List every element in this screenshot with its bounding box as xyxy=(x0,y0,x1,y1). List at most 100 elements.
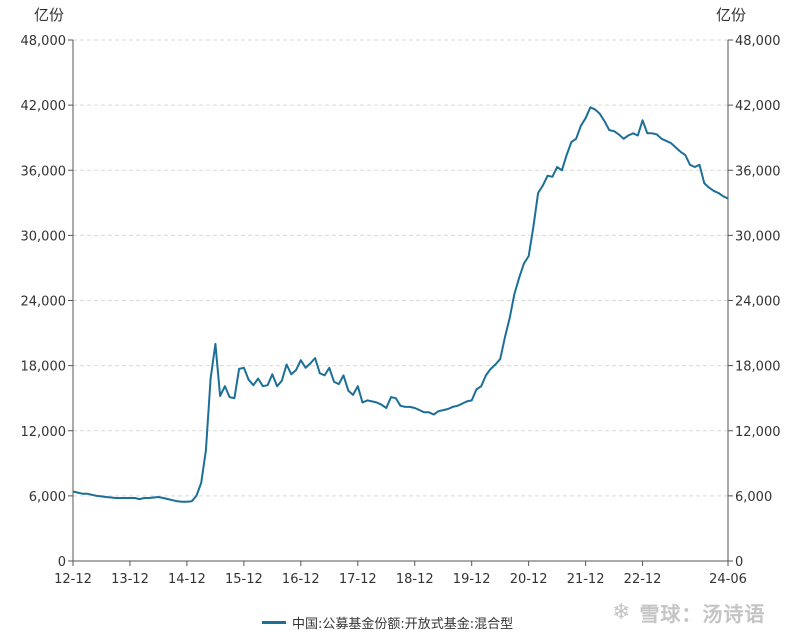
y-tick-label-right: 42,000 xyxy=(735,99,781,114)
data-point xyxy=(665,140,667,142)
data-point xyxy=(523,263,525,265)
data-point xyxy=(627,134,629,137)
data-point xyxy=(295,369,297,371)
data-point xyxy=(300,359,302,361)
data-point xyxy=(110,496,112,499)
data-point xyxy=(352,394,354,396)
data-point xyxy=(485,374,487,376)
data-point xyxy=(504,336,506,338)
data-point xyxy=(604,120,606,122)
data-point xyxy=(267,384,269,386)
data-point xyxy=(656,133,658,135)
data-point xyxy=(229,396,231,398)
data-point xyxy=(138,498,140,500)
data-point xyxy=(338,383,340,385)
data-point xyxy=(423,411,425,413)
data-point xyxy=(395,397,397,399)
data-point xyxy=(214,343,216,345)
data-point xyxy=(684,154,686,156)
data-point xyxy=(661,138,663,140)
data-point xyxy=(347,390,349,392)
y-axis-left-unit: 亿份 xyxy=(34,6,65,24)
data-point xyxy=(119,497,122,499)
y-tick-label-left: 36,000 xyxy=(21,164,67,179)
legend-swatch xyxy=(262,620,286,624)
data-point xyxy=(309,362,311,365)
data-point xyxy=(115,497,117,499)
data-point xyxy=(153,496,155,499)
data-point xyxy=(243,367,245,369)
data-point xyxy=(442,409,444,411)
data-point xyxy=(623,138,625,140)
series-line xyxy=(72,106,729,503)
data-point xyxy=(124,497,126,499)
x-tick-label: 22-12 xyxy=(624,572,662,587)
y-tick-label-left: 12,000 xyxy=(21,425,67,440)
data-point xyxy=(191,500,193,502)
data-point xyxy=(380,404,383,406)
x-tick-label: 19-12 xyxy=(453,572,491,587)
data-point xyxy=(134,497,136,499)
legend: 中国:公募基金份额:开放式基金:混合型 xyxy=(262,612,513,632)
data-point xyxy=(499,358,501,360)
data-point xyxy=(599,113,601,115)
data-point xyxy=(551,176,554,178)
data-point xyxy=(404,406,406,408)
y-tick-label-left: 18,000 xyxy=(21,360,67,375)
data-point xyxy=(72,490,74,493)
data-point xyxy=(447,408,449,410)
data-point xyxy=(376,401,378,404)
data-point xyxy=(233,397,235,399)
data-point xyxy=(570,141,573,143)
legend-label: 中国:公募基金份额:开放式基金:混合型 xyxy=(292,616,514,632)
data-point xyxy=(703,182,705,184)
data-point xyxy=(466,400,468,402)
y-axis-left-ticks: 0 6,000 12,000 18,000 24,000 30,000 36,000 42,0… xyxy=(21,34,73,570)
snowball-logo-icon: ❄ xyxy=(612,599,632,625)
data-point xyxy=(566,154,568,156)
data-point xyxy=(542,184,544,186)
data-point xyxy=(537,192,539,194)
data-point xyxy=(632,132,634,134)
x-tick-label: 15-12 xyxy=(225,572,263,587)
data-point xyxy=(328,367,330,369)
data-point xyxy=(257,378,259,380)
data-point xyxy=(717,192,720,194)
y-tick-label-left: 42,000 xyxy=(21,99,67,114)
data-point xyxy=(414,407,416,409)
data-point xyxy=(528,255,530,257)
data-point xyxy=(314,357,316,359)
data-point xyxy=(305,367,307,369)
data-point xyxy=(409,406,411,408)
data-point xyxy=(357,385,359,387)
data-point xyxy=(262,385,264,387)
data-point xyxy=(248,379,250,381)
data-point xyxy=(319,372,321,374)
data-point xyxy=(195,495,197,497)
y-tick-label-right: 6,000 xyxy=(735,490,772,505)
data-point xyxy=(286,363,288,366)
y-tick-label-right: 0 xyxy=(735,555,743,570)
data-point xyxy=(200,482,202,484)
data-point xyxy=(428,411,430,413)
data-point xyxy=(437,410,440,412)
data-point xyxy=(694,166,696,168)
data-point xyxy=(148,497,150,499)
data-point xyxy=(461,403,463,405)
data-point xyxy=(637,134,639,137)
y-tick-label-left: 24,000 xyxy=(21,295,67,310)
data-point xyxy=(162,497,164,499)
data-point xyxy=(342,374,345,376)
data-point xyxy=(689,164,691,166)
data-point xyxy=(86,493,88,495)
data-point xyxy=(608,129,610,131)
x-tick-label: 12-12 xyxy=(54,572,92,587)
data-point xyxy=(210,378,212,380)
data-point xyxy=(494,363,496,366)
data-point xyxy=(276,385,278,387)
data-point xyxy=(613,130,615,132)
y-tick-label-right: 48,000 xyxy=(735,34,781,49)
data-point xyxy=(105,496,107,498)
data-point xyxy=(433,413,435,416)
data-point xyxy=(172,499,174,501)
